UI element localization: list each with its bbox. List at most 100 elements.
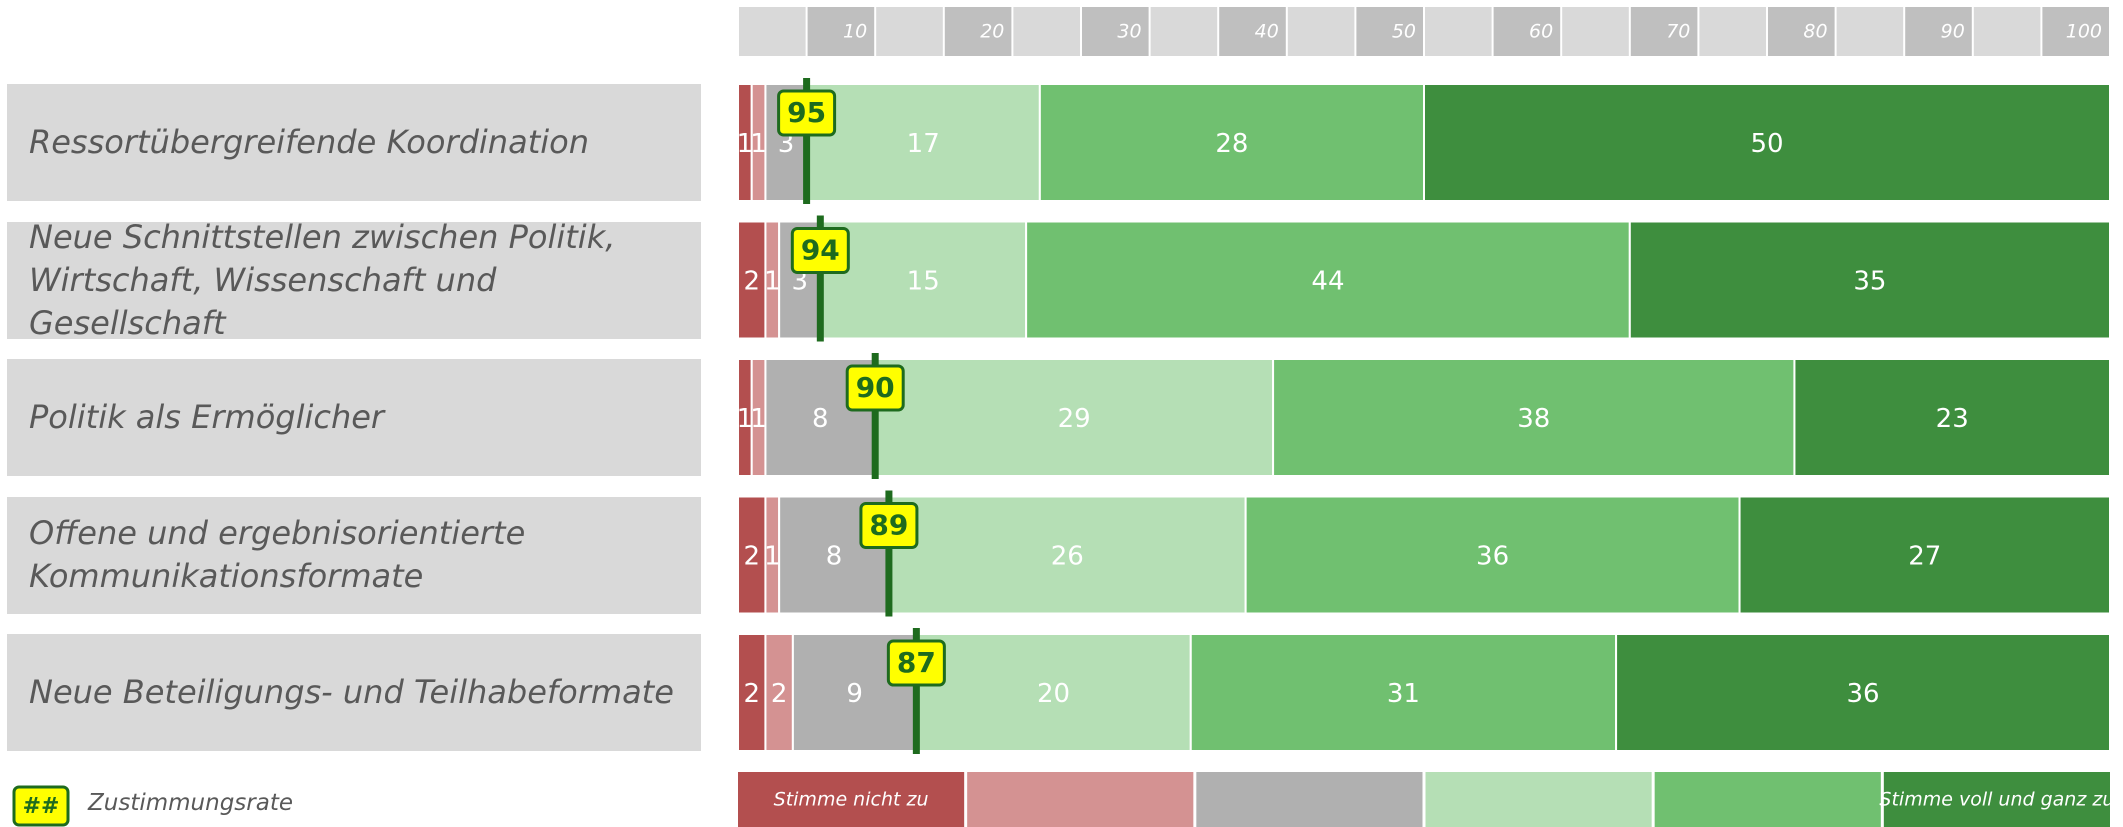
bar-segment	[1738, 495, 2112, 615]
bar-segment	[1272, 358, 1796, 477]
value-label: 44	[1311, 267, 1344, 297]
x-tick-label: 90	[1941, 21, 1965, 43]
scale-tick	[1219, 7, 1286, 56]
bar-segment	[874, 358, 1275, 477]
row-label: Offene und ergebnisorientierte Kommunika…	[7, 496, 701, 614]
value-label: 1	[737, 129, 754, 159]
approval-legend-box	[12, 785, 70, 827]
value-label: 15	[907, 267, 940, 297]
value-label: 1	[750, 404, 767, 434]
value-label: 2	[743, 679, 760, 709]
value-label: 8	[812, 404, 829, 434]
approval-box	[845, 364, 905, 412]
x-tick-label: 20	[980, 21, 1004, 43]
scale-cell	[739, 7, 806, 56]
approval-legend-symbol: ##	[23, 794, 60, 819]
legend-label: Stimme nicht zu	[774, 789, 929, 811]
value-label: 1	[764, 267, 781, 297]
scale-tick	[1768, 7, 1835, 56]
row-label: Politik als Ermöglicher	[7, 359, 701, 476]
value-label: 17	[907, 129, 940, 159]
x-tick-label: 80	[1803, 21, 1827, 43]
x-tick-label: 100	[2066, 21, 2102, 43]
scale-tick	[1356, 7, 1423, 56]
legend-swatch	[967, 772, 1194, 827]
row-label: Neue Beteiligungs- und Teilhabeformate	[7, 634, 701, 751]
row-label: Neue Schnittstellen zwischen Politik, Wi…	[7, 218, 701, 342]
value-label: 31	[1387, 679, 1420, 709]
value-label: 1	[750, 129, 767, 159]
x-tick-label: 50	[1392, 21, 1416, 43]
value-label: 38	[1517, 404, 1550, 434]
bar-segment	[1189, 633, 1618, 752]
bar-segment	[887, 495, 1247, 615]
scale-tick	[1082, 7, 1149, 56]
x-tick-label: 70	[1666, 21, 1690, 43]
value-label: 2	[771, 679, 788, 709]
scale-cell	[1013, 7, 1080, 56]
value-label: 2	[743, 542, 760, 572]
legend-label: Stimme voll und ganz zu	[1879, 789, 2114, 811]
approval-box	[790, 227, 850, 274]
approval-label: 87	[897, 646, 936, 679]
approval-label: 94	[801, 234, 840, 267]
bar-segment	[1038, 83, 1425, 202]
value-label: 36	[1846, 679, 1879, 709]
scale-tick	[1493, 7, 1561, 56]
approval-legend-label: Zustimmungsrate	[88, 790, 293, 816]
approval-label: 95	[787, 96, 826, 129]
bar-segment	[1793, 358, 2111, 477]
value-label: 29	[1058, 404, 1091, 434]
scale-cell	[1562, 7, 1629, 56]
value-label: 28	[1215, 129, 1248, 159]
legend-swatch	[1654, 772, 1881, 827]
value-label: 26	[1051, 542, 1084, 572]
scale-cell	[1425, 7, 1492, 56]
bar-segment	[805, 83, 1041, 202]
x-tick-label: 60	[1529, 21, 1553, 43]
bar-segment	[1615, 633, 2111, 752]
legend-swatch	[1425, 772, 1652, 827]
approval-box	[777, 89, 837, 137]
scale-cell	[1287, 7, 1355, 56]
value-label: 27	[1908, 542, 1941, 572]
bar-segment	[737, 220, 767, 340]
legend-swatch	[1196, 772, 1423, 827]
bar-segment	[1244, 495, 1741, 615]
bar-segment	[1628, 220, 2112, 340]
value-label: 1	[737, 404, 754, 434]
bar-segment	[915, 633, 1192, 752]
approval-label: 90	[856, 371, 895, 404]
value-label: 20	[1037, 679, 1070, 709]
row-label: Ressortübergreifende Koordination	[7, 84, 701, 201]
value-label: 8	[826, 542, 843, 572]
scale-tick	[1630, 7, 1698, 56]
value-label: 35	[1853, 267, 1886, 297]
scale-tick	[944, 7, 1012, 56]
value-label: 9	[846, 679, 863, 709]
value-label: 50	[1750, 129, 1783, 159]
scale-cell	[876, 7, 943, 56]
scale-cell	[1836, 7, 1904, 56]
scale-cell	[1699, 7, 1766, 56]
scale-tick	[807, 7, 875, 56]
bar-segment	[737, 633, 767, 752]
x-tick-label: 40	[1255, 21, 1279, 43]
bar-segment	[1423, 83, 2111, 202]
value-label: 2	[743, 267, 760, 297]
scale-cell	[1150, 7, 1218, 56]
value-label: 23	[1936, 404, 1969, 434]
legend-swatch	[738, 772, 965, 827]
approval-box	[886, 639, 946, 687]
x-tick-label: 10	[843, 21, 867, 43]
bar-segment	[764, 633, 794, 752]
approval-box	[859, 502, 919, 549]
x-tick-label: 30	[1117, 21, 1141, 43]
scale-tick	[2042, 7, 2109, 56]
value-label: 1	[764, 542, 781, 572]
value-label: 36	[1476, 542, 1509, 572]
scale-tick	[1905, 7, 1972, 56]
approval-label: 89	[869, 509, 908, 542]
